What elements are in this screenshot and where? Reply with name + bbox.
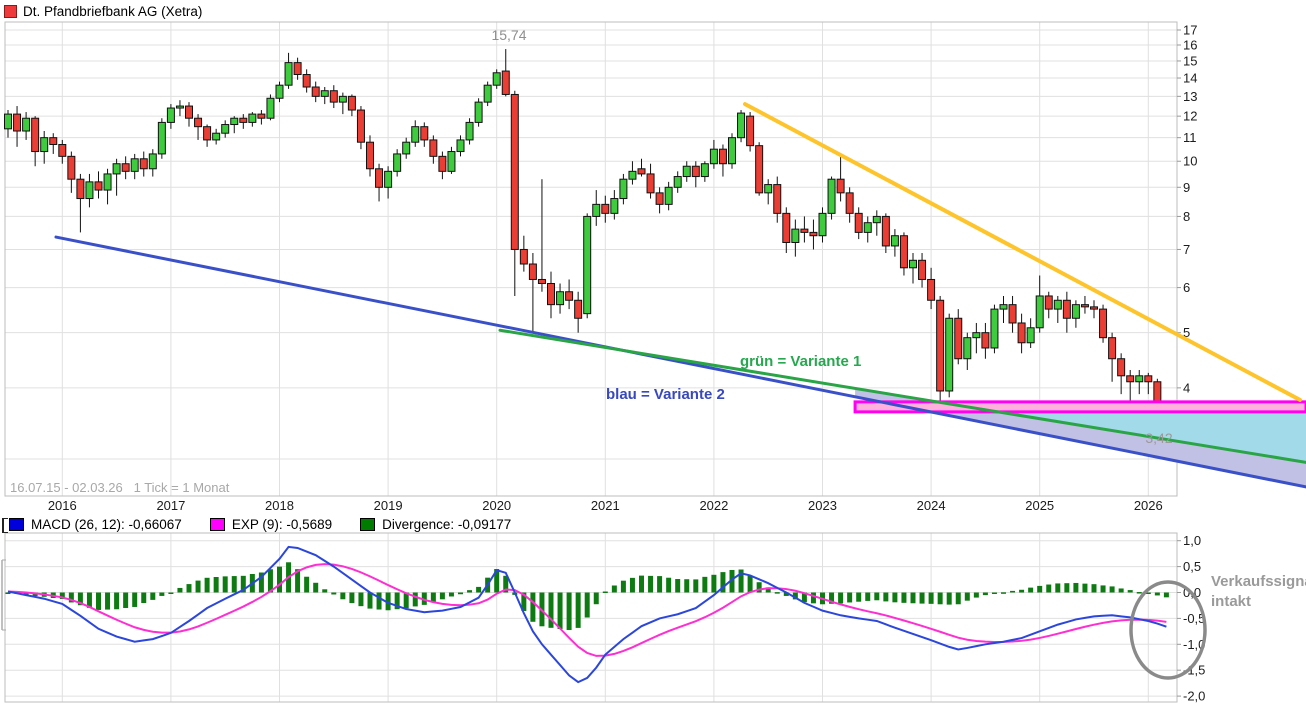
legend-label: EXP (9): -0,5689 bbox=[231, 516, 333, 532]
svg-text:10: 10 bbox=[1183, 154, 1197, 169]
macd-indicator bbox=[5, 545, 1169, 684]
svg-text:16: 16 bbox=[1183, 37, 1197, 52]
panel-frames bbox=[4, 21, 1178, 703]
svg-text:17: 17 bbox=[1183, 23, 1197, 38]
svg-text:5: 5 bbox=[1183, 325, 1190, 340]
macd-legend: MACD (26, 12): -0,66067 EXP (9): -0,5689 D… bbox=[9, 516, 511, 532]
trend-overlays bbox=[54, 102, 1306, 489]
svg-text:2016: 2016 bbox=[48, 498, 77, 513]
legend-swatch-icon bbox=[360, 517, 376, 531]
sell-signal-highlight-circle bbox=[1129, 580, 1207, 680]
instrument-icon bbox=[4, 4, 17, 18]
annotation-blue-variant2: blau = Variante 2 bbox=[606, 386, 725, 403]
svg-text:-1,5: -1,5 bbox=[1183, 663, 1205, 678]
sell-signal-note: Verkaufssignal intakt bbox=[1211, 573, 1306, 610]
svg-text:4: 4 bbox=[1183, 380, 1190, 395]
all-time-high-label: 15,74 bbox=[491, 27, 527, 43]
svg-text:-0,5: -0,5 bbox=[1183, 611, 1205, 626]
svg-text:2024: 2024 bbox=[917, 498, 946, 513]
macd-legend-item-0: MACD (26, 12): -0,66067 bbox=[9, 517, 182, 532]
macd-legend-item-2: Divergence: -0,09177 bbox=[360, 517, 511, 532]
svg-text:7: 7 bbox=[1183, 242, 1190, 257]
svg-text:13: 13 bbox=[1183, 89, 1197, 104]
last-price-label: 3,42 bbox=[1145, 430, 1173, 446]
chart-title: Dt. Pfandbriefbank AG (Xetra) bbox=[23, 3, 203, 19]
svg-text:2021: 2021 bbox=[591, 498, 620, 513]
legend-swatch-icon bbox=[209, 517, 225, 531]
svg-text:2017: 2017 bbox=[156, 498, 185, 513]
svg-text:2022: 2022 bbox=[699, 498, 728, 513]
legend-label: MACD (26, 12): -0,66067 bbox=[31, 516, 182, 532]
axis-labels: 171615141312111098765431,00,50,0-0,5-1,0… bbox=[48, 23, 1206, 704]
legend-label: Divergence: -0,09177 bbox=[382, 516, 512, 532]
gridlines bbox=[5, 22, 1177, 702]
svg-text:2019: 2019 bbox=[374, 498, 403, 513]
macd-left-scale bbox=[1, 559, 6, 631]
macd-scale-bracket bbox=[2, 518, 8, 533]
svg-text:15: 15 bbox=[1183, 53, 1197, 68]
svg-text:6: 6 bbox=[1183, 280, 1190, 295]
svg-text:1,0: 1,0 bbox=[1183, 533, 1201, 548]
svg-text:2020: 2020 bbox=[482, 498, 511, 513]
annotation-green-variant1: grün = Variante 1 bbox=[740, 353, 862, 370]
svg-text:12: 12 bbox=[1183, 109, 1197, 124]
svg-text:9: 9 bbox=[1183, 180, 1190, 195]
timeframe-note: 16.07.15 - 02.03.26 1 Tick = 1 Monat bbox=[10, 480, 230, 495]
macd-legend-item-1: EXP (9): -0,5689 bbox=[209, 516, 333, 532]
title-bar: Dt. Pfandbriefbank AG (Xetra) bbox=[4, 3, 202, 19]
svg-text:11: 11 bbox=[1183, 130, 1197, 145]
svg-text:-1,0: -1,0 bbox=[1183, 637, 1205, 652]
legend-swatch-icon bbox=[9, 517, 24, 531]
svg-text:-2,0: -2,0 bbox=[1183, 689, 1205, 704]
svg-text:0,5: 0,5 bbox=[1183, 559, 1201, 574]
svg-text:2018: 2018 bbox=[265, 498, 294, 513]
candlesticks bbox=[4, 49, 1171, 432]
svg-text:8: 8 bbox=[1183, 209, 1190, 224]
svg-text:2026: 2026 bbox=[1134, 498, 1163, 513]
svg-text:2025: 2025 bbox=[1025, 498, 1054, 513]
svg-text:2023: 2023 bbox=[808, 498, 837, 513]
svg-text:14: 14 bbox=[1183, 71, 1197, 86]
